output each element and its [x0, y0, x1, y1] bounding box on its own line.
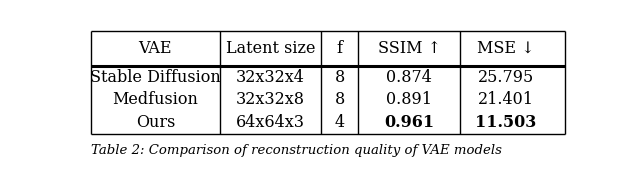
Text: 4: 4	[335, 114, 345, 131]
Text: 8: 8	[335, 69, 345, 86]
Text: f: f	[337, 40, 343, 57]
Text: SSIM ↑: SSIM ↑	[378, 40, 440, 57]
Text: 8: 8	[335, 91, 345, 108]
Text: VAE: VAE	[139, 40, 172, 57]
Text: Latent size: Latent size	[226, 40, 316, 57]
Text: 0.891: 0.891	[386, 91, 432, 108]
Text: MSE ↓: MSE ↓	[477, 40, 534, 57]
Text: 32x32x8: 32x32x8	[236, 91, 305, 108]
Text: Ours: Ours	[136, 114, 175, 131]
Text: 64x64x3: 64x64x3	[236, 114, 305, 131]
Text: Medfusion: Medfusion	[113, 91, 198, 108]
Text: Table 2: Comparison of reconstruction quality of VAE models: Table 2: Comparison of reconstruction qu…	[91, 144, 502, 157]
Text: 21.401: 21.401	[478, 91, 534, 108]
Text: Stable Diffusion: Stable Diffusion	[90, 69, 221, 86]
Text: 11.503: 11.503	[475, 114, 536, 131]
Text: 25.795: 25.795	[477, 69, 534, 86]
Text: 32x32x4: 32x32x4	[236, 69, 305, 86]
Text: 0.874: 0.874	[386, 69, 432, 86]
Text: 0.961: 0.961	[384, 114, 434, 131]
